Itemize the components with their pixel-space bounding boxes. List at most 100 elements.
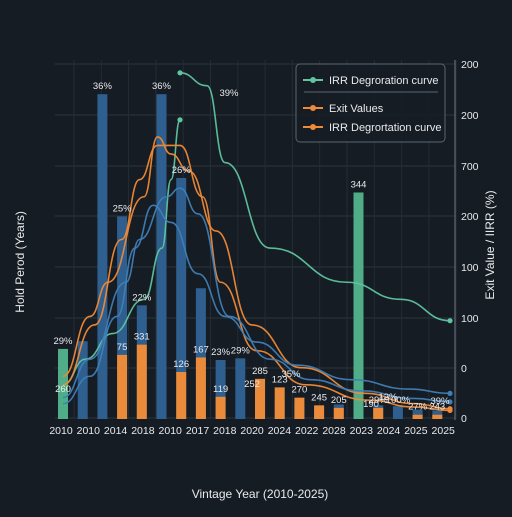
x-tick-label: 2025 — [404, 425, 428, 437]
series-line-end-marker — [177, 117, 183, 123]
legend-label-1: IRR Degroration curve — [329, 75, 438, 87]
orange-bars-data-label: 331 — [134, 332, 150, 343]
right-tick-label: 100 — [461, 262, 479, 274]
tick-layer: 2010 2010 2014 2018 2010 2017 2018 2020 2024 2022… — [49, 59, 478, 437]
x-axis-label: Vintage Year (2010-2025) — [192, 487, 329, 501]
series-line-end-marker — [447, 318, 453, 324]
teal-bars-data-label: 344 — [351, 179, 367, 190]
series-line-4 — [62, 144, 451, 412]
x-tick-label: 2018 — [213, 425, 237, 437]
x-tick-label: 2020 — [240, 425, 264, 437]
orange-bars-data-label: 123 — [272, 374, 288, 385]
legend: IRR Degroration curve Exit Values IRR De… — [295, 63, 446, 143]
blue-bars-bar — [195, 288, 206, 419]
series-line-1 — [179, 72, 451, 322]
legend-item-1: IRR Degroration curve — [303, 75, 438, 87]
x-tick-label: 2024 — [377, 425, 401, 437]
orange-bars-bar — [294, 397, 305, 419]
blue-bars-bar — [176, 177, 187, 419]
line-layer — [62, 70, 453, 414]
x-tick-label: 2022 — [295, 425, 319, 437]
orange-bars-data-label: 75 — [117, 342, 128, 353]
series-line-6 — [62, 187, 451, 403]
series-line-2 — [62, 119, 181, 386]
legend-item-3: IRR Degrortation curve — [303, 122, 442, 134]
blue-bars-data-label: 29% — [231, 345, 251, 356]
blue-bars-data-label: 25% — [113, 203, 133, 214]
orange-bars-data-label: 270 — [291, 385, 307, 396]
extra-data-label: 35% — [281, 369, 301, 380]
orange-bars-bar — [255, 378, 265, 419]
orange-bars-bar — [314, 405, 325, 419]
right-tick-label: 200 — [461, 110, 479, 122]
blue-bars-bar — [156, 94, 167, 419]
orange-bars-bar — [373, 407, 384, 419]
x-tick-label: 2023 — [350, 425, 374, 437]
extra-data-label: 100% — [386, 395, 411, 406]
orange-bars-data-label: 119 — [213, 384, 228, 395]
series-line-end-marker — [447, 390, 453, 396]
right-tick-label: 0 — [461, 413, 467, 425]
right-tick-label: 200 — [461, 211, 479, 223]
blue-bars-bar — [215, 360, 226, 419]
extra-data-label: 252 — [244, 379, 260, 390]
x-tick-label: 2010 — [49, 425, 73, 437]
blue-bars-bar — [392, 406, 403, 419]
orange-bars-data-label: 285 — [252, 366, 268, 377]
series-line-start-marker — [177, 70, 183, 76]
orange-bars-data-label: 205 — [331, 395, 347, 406]
orange-bars-bar — [195, 357, 206, 419]
orange-bars-bar — [117, 354, 128, 419]
legend-item-2: Exit Values — [303, 103, 384, 115]
orange-bars-bar — [432, 414, 443, 419]
legend-box — [295, 63, 446, 143]
left-axis-label: Hold Perod (Years) — [13, 211, 27, 313]
orange-bars-data-label: 27% — [408, 402, 428, 413]
right-tick-label: 700 — [461, 161, 479, 173]
blue-bars-data-label: 23% — [211, 347, 231, 358]
blue-bars-data-label: 36% — [93, 81, 113, 92]
legend-label-3: IRR Degrortation curve — [329, 122, 442, 134]
legend-marker-3 — [310, 124, 316, 130]
teal-bars-bar — [58, 348, 68, 419]
blue-bars-data-label: 22% — [132, 292, 152, 303]
right-tick-label: 100 — [461, 313, 479, 325]
orange-bars-bar — [136, 344, 147, 419]
x-tick-label: 2028 — [322, 425, 346, 437]
blue-bars-bar — [412, 409, 423, 419]
series-line-5 — [62, 204, 451, 405]
orange-bars-bar — [333, 407, 344, 419]
legend-marker-2 — [310, 105, 316, 111]
extra-data-label: 12% — [378, 392, 398, 403]
extra-data-label: 190 — [363, 399, 379, 410]
axis-layer: Vintage Year (2010-2025) Hold Perod (Yea… — [13, 60, 497, 501]
orange-bars-data-label: 167 — [193, 344, 209, 355]
x-tick-label: 2010 — [159, 425, 183, 437]
blue-bars-data-label: 260 — [55, 384, 71, 395]
right-axis-label: Exit Value / IIRR (%) — [483, 190, 497, 299]
orange-bars-bar — [215, 396, 226, 419]
orange-bars-bar — [274, 387, 285, 419]
teal-bars-data-label: 29% — [53, 336, 73, 347]
series-line-end-marker — [447, 399, 453, 405]
blue-bars-bar — [235, 358, 246, 419]
teal-bars-bar — [353, 192, 364, 419]
series-line-end-marker — [447, 407, 453, 414]
extra-data-label: 39% — [430, 396, 450, 407]
x-tick-label: 2014 — [104, 425, 128, 437]
orange-bars-data-label: 243 — [429, 402, 445, 413]
x-tick-label: 2018 — [131, 425, 155, 437]
x-tick-label: 2017 — [186, 425, 210, 437]
right-tick-label: 0 — [461, 363, 467, 375]
x-tick-label: 2025 — [432, 425, 456, 437]
right-tick-label: 200 — [461, 59, 479, 71]
orange-bars-data-label: 126 — [173, 359, 189, 370]
legend-marker-1 — [310, 77, 316, 83]
orange-bars-data-label: 29% — [369, 395, 389, 406]
blue-bars-data-label: 36% — [152, 81, 172, 92]
orange-bars-bar — [176, 371, 187, 419]
x-tick-label: 2024 — [268, 425, 292, 437]
